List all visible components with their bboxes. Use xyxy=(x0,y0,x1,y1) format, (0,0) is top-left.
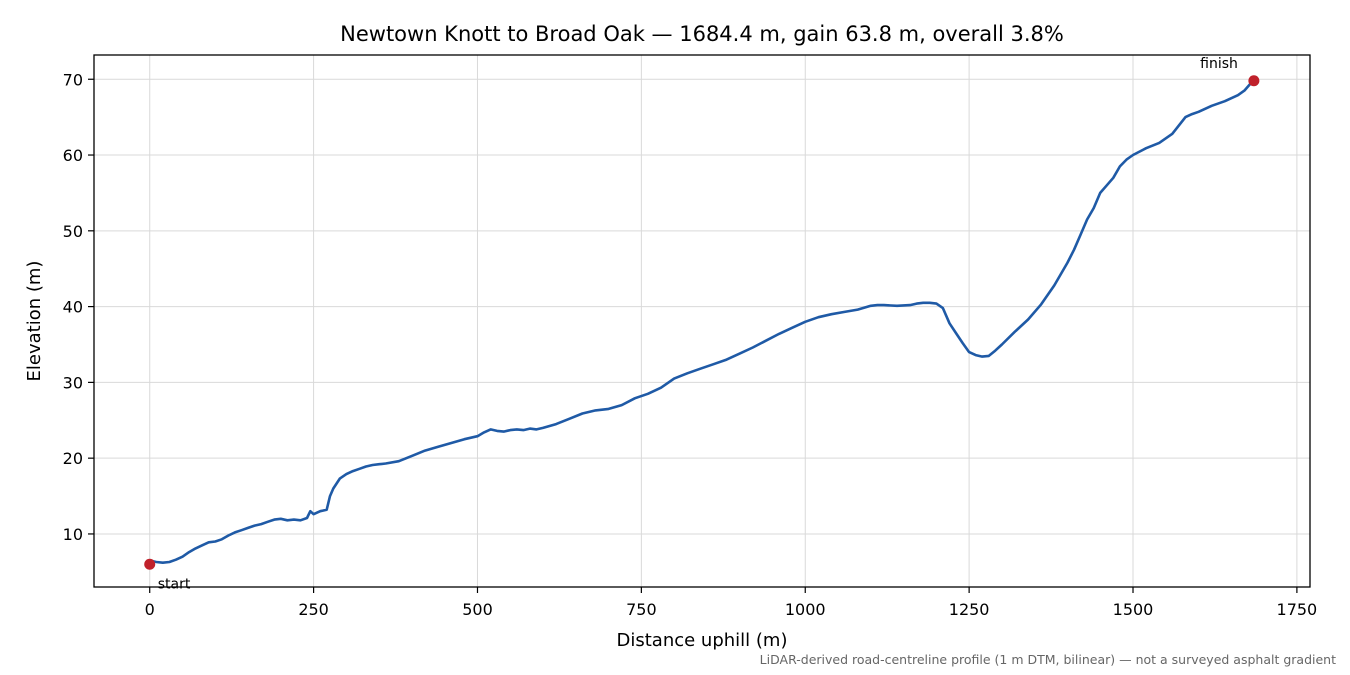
plot-frame xyxy=(93,54,1311,588)
finish-marker xyxy=(1248,75,1260,87)
y-tick-label: 40 xyxy=(63,298,83,317)
x-tick-label: 750 xyxy=(626,600,657,619)
elevation-line xyxy=(149,79,1255,564)
finish-label: finish xyxy=(1200,56,1238,72)
x-axis-label: Distance uphill (m) xyxy=(617,630,788,651)
x-tick-label: 250 xyxy=(298,600,329,619)
x-tick-label: 500 xyxy=(462,600,493,619)
start-marker xyxy=(144,558,156,570)
y-axis-label: Elevation (m) xyxy=(24,261,45,382)
x-tick-label: 1750 xyxy=(1277,600,1318,619)
y-tick-label: 20 xyxy=(63,449,83,468)
footnote: LiDAR-derived road-centreline profile (1… xyxy=(760,652,1336,667)
grid xyxy=(94,55,1310,587)
y-tick-label: 30 xyxy=(63,373,83,392)
chart-title: Newtown Knott to Broad Oak — 1684.4 m, g… xyxy=(340,22,1064,46)
x-tick-label: 1250 xyxy=(949,600,990,619)
start-label: start xyxy=(158,576,191,592)
y-tick-label: 60 xyxy=(63,146,83,165)
x-tick-label: 1000 xyxy=(785,600,826,619)
y-tick-label: 50 xyxy=(63,222,83,241)
y-tick-label: 10 xyxy=(63,525,83,544)
axis-ticks: 0 250 500 750 1000 1250 1500 1750 10 20 30 40 50 60 70 xyxy=(63,70,1318,619)
markers: start finish xyxy=(144,56,1260,592)
y-tick-label: 70 xyxy=(63,70,83,89)
x-tick-label: 1500 xyxy=(1113,600,1154,619)
x-tick-label: 0 xyxy=(145,600,155,619)
